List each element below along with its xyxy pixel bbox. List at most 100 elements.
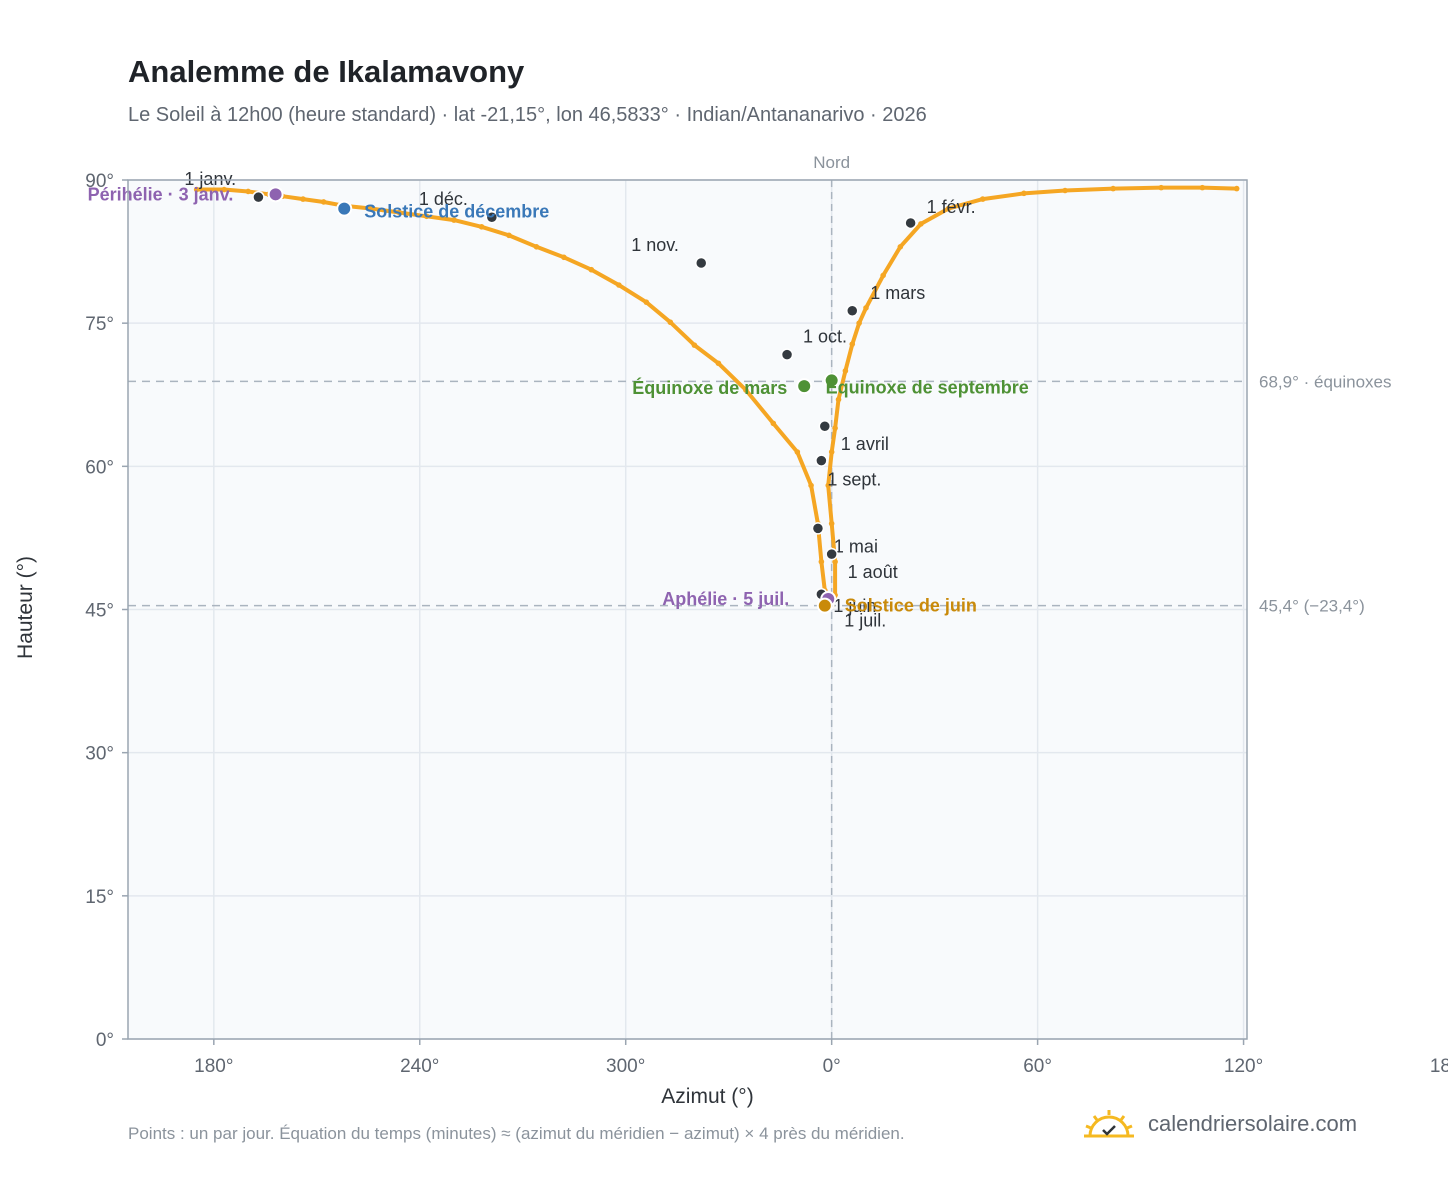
x-tick-label: 300° [606, 1056, 645, 1077]
day-point [918, 221, 924, 227]
month-marker [485, 210, 499, 224]
month-label: 1 févr. [927, 197, 976, 217]
day-point [691, 342, 698, 348]
day-point [945, 205, 952, 212]
month-label: 1 oct. [803, 327, 847, 347]
chart-title: Analemme de Ikalamavony [128, 54, 525, 89]
day-point [856, 320, 862, 326]
day-point [396, 209, 402, 216]
day-point [825, 482, 832, 489]
reference-lines: 68,9° · équinoxes 45,4° (−23,4°) [128, 180, 1392, 1039]
day-point [828, 449, 835, 455]
day-point [770, 420, 777, 427]
day-point [506, 232, 512, 239]
month-label: 1 déc. [419, 189, 468, 209]
footnote: Points : un par jour. Équation du temps … [128, 1124, 905, 1143]
day-point [897, 244, 904, 250]
day-point [451, 217, 457, 223]
day-point [561, 254, 567, 261]
day-point [979, 196, 986, 202]
x-tick-label: 0° [823, 1056, 841, 1077]
day-point [423, 213, 430, 220]
x-tick-label: 240° [400, 1056, 439, 1077]
day-point [832, 425, 838, 431]
x-axis-ticks: 180° 240° 300° 0° 60° 120° 180° [194, 1039, 1448, 1077]
event-label: Solstice de décembre [364, 202, 549, 222]
event-marker [267, 186, 284, 203]
month-label: 1 avril [841, 434, 889, 454]
day-point [643, 299, 650, 305]
month-marker [815, 454, 828, 467]
day-point [221, 186, 227, 193]
day-point [1199, 184, 1206, 191]
month-label: 1 mars [870, 283, 925, 303]
month-label: 1 janv. [184, 169, 236, 189]
month-label: 1 mai [834, 536, 878, 556]
x-tick-label: 180° [1430, 1056, 1448, 1077]
y-tick-label: 45° [85, 601, 114, 622]
event-marker [816, 597, 833, 614]
day-point [320, 199, 327, 205]
month-marker [252, 190, 265, 204]
day-point [832, 558, 838, 565]
sun-check-icon [1084, 1110, 1134, 1138]
day-point [193, 186, 200, 193]
day-point [533, 244, 540, 250]
x-tick-label: 180° [194, 1056, 233, 1077]
y-tick-label: 0° [96, 1030, 114, 1051]
day-point [667, 319, 674, 326]
day-point [1062, 187, 1068, 194]
x-tick-label: 60° [1023, 1056, 1052, 1077]
day-point [794, 449, 801, 455]
day-point [842, 368, 849, 374]
event-marker [336, 200, 353, 217]
month-marker [846, 304, 859, 318]
y-tick-label: 30° [85, 744, 114, 765]
day-point [1158, 184, 1164, 191]
north-label: Nord [813, 153, 850, 172]
day-point [588, 266, 595, 273]
day-point [715, 360, 722, 367]
day-point [1021, 190, 1027, 197]
reference-line-label: 68,9° · équinoxes [1259, 372, 1392, 391]
month-marker [818, 419, 832, 433]
day-point [828, 520, 835, 527]
y-axis-ticks: 0° 15° 30° 45° 60° 75° 90° [85, 171, 128, 1051]
y-tick-label: 15° [85, 887, 114, 908]
day-point [1110, 185, 1116, 192]
day-point [743, 387, 749, 393]
day-point [835, 396, 842, 403]
chart-subtitle: Le Soleil à 12h00 (heure standard) · lat… [128, 104, 927, 126]
month-label: 1 juil. [844, 611, 886, 631]
month-marker [694, 256, 708, 270]
y-tick-label: 75° [85, 314, 114, 335]
day-point [863, 305, 869, 311]
event-marker [796, 378, 813, 395]
day-point [808, 482, 814, 489]
month-marker [811, 522, 825, 535]
reference-line-label: 45,4° (−23,4°) [1259, 597, 1365, 616]
brand[interactable]: calendriersolaire.com [1082, 1104, 1357, 1144]
day-point [478, 223, 485, 230]
day-point [880, 272, 886, 279]
month-marker [904, 216, 917, 230]
event-label: Solstice de juin [845, 596, 977, 616]
day-point [368, 205, 375, 212]
day-point [818, 558, 825, 565]
month-label: 1 juin [833, 596, 876, 616]
x-axis-title: Azimut (°) [661, 1085, 753, 1108]
month-marker [780, 348, 794, 361]
month-label: 1 sept. [827, 470, 881, 490]
y-axis-title: Hauteur (°) [14, 556, 37, 659]
month-label: 1 nov. [631, 235, 679, 255]
day-point [1233, 185, 1240, 192]
month-label: 1 août [848, 562, 898, 582]
y-tick-label: 90° [85, 171, 114, 192]
event-label: Équinoxe de septembre [826, 376, 1029, 397]
day-point [616, 282, 622, 288]
event-label: Équinoxe de mars [632, 377, 787, 398]
event-label: Aphélie · 5 juil. [662, 589, 789, 609]
brand-name: calendriersolaire.com [1148, 1111, 1358, 1136]
